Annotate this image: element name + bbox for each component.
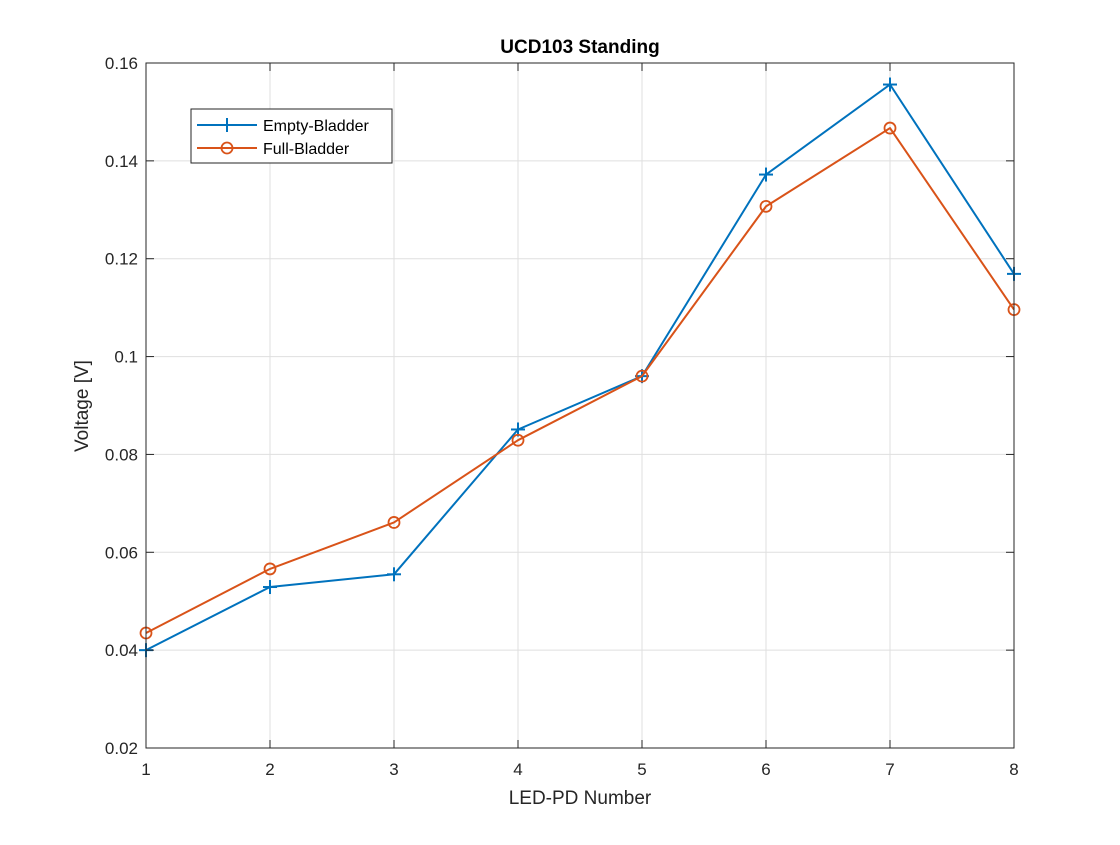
x-tick-label: 8 (1009, 760, 1018, 779)
x-tick-label: 6 (761, 760, 770, 779)
data-point-full-bladder (635, 369, 649, 383)
data-point-empty-bladder (387, 567, 401, 582)
x-tick-label: 1 (141, 760, 150, 779)
x-axis-label: LED-PD Number (509, 788, 652, 809)
plot-border (145, 62, 1015, 749)
legend-item-empty-bladder: Empty-Bladder (197, 118, 369, 135)
data-point-empty-bladder (759, 167, 773, 182)
x-tick-label: 3 (389, 760, 398, 779)
ticks: 1 2 3 4 5 6 7 8 0.02 0.04 0.06 0.08 0.1 0.12 0.14 0.16 (105, 54, 1019, 779)
legend-marker-empty-bladder (220, 118, 234, 132)
legend-marker-full-bladder (220, 141, 234, 155)
data-point-full-bladder (511, 433, 525, 447)
y-tick-label: 0.1 (114, 348, 138, 367)
y-tick-label: 0.04 (105, 641, 138, 660)
data-point-full-bladder (263, 562, 277, 576)
data-point-full-bladder (387, 516, 401, 529)
y-tick-label: 0.08 (105, 445, 138, 464)
y-tick-label: 0.06 (105, 543, 138, 562)
x-tick-label: 7 (885, 760, 894, 779)
series-line-empty-bladder (145, 83, 1015, 651)
x-tick-label: 2 (265, 760, 274, 779)
data-point-empty-bladder (883, 77, 897, 92)
data-point-empty-bladder (263, 580, 277, 595)
y-tick-label: 0.14 (105, 152, 138, 171)
legend-item-full-bladder: Full-Bladder (197, 141, 350, 158)
data-point-full-bladder (759, 199, 773, 213)
chart-title: UCD103 Standing (500, 37, 659, 58)
legend: Empty-Bladder Full-Bladder (190, 108, 393, 164)
legend-label-empty-bladder: Empty-Bladder (263, 118, 369, 135)
x-tick-label: 4 (513, 760, 522, 779)
x-tick-label: 5 (637, 760, 646, 779)
data-point-full-bladder (883, 121, 897, 135)
legend-box (190, 108, 393, 164)
series-line-full-bladder (145, 127, 1015, 634)
y-tick-label: 0.16 (105, 54, 138, 73)
legend-label-full-bladder: Full-Bladder (263, 141, 350, 158)
y-tick-label: 0.02 (105, 739, 138, 758)
plot-area (146, 63, 1014, 748)
y-tick-label: 0.12 (105, 250, 138, 269)
y-axis-label: Voltage [V] (72, 360, 93, 452)
